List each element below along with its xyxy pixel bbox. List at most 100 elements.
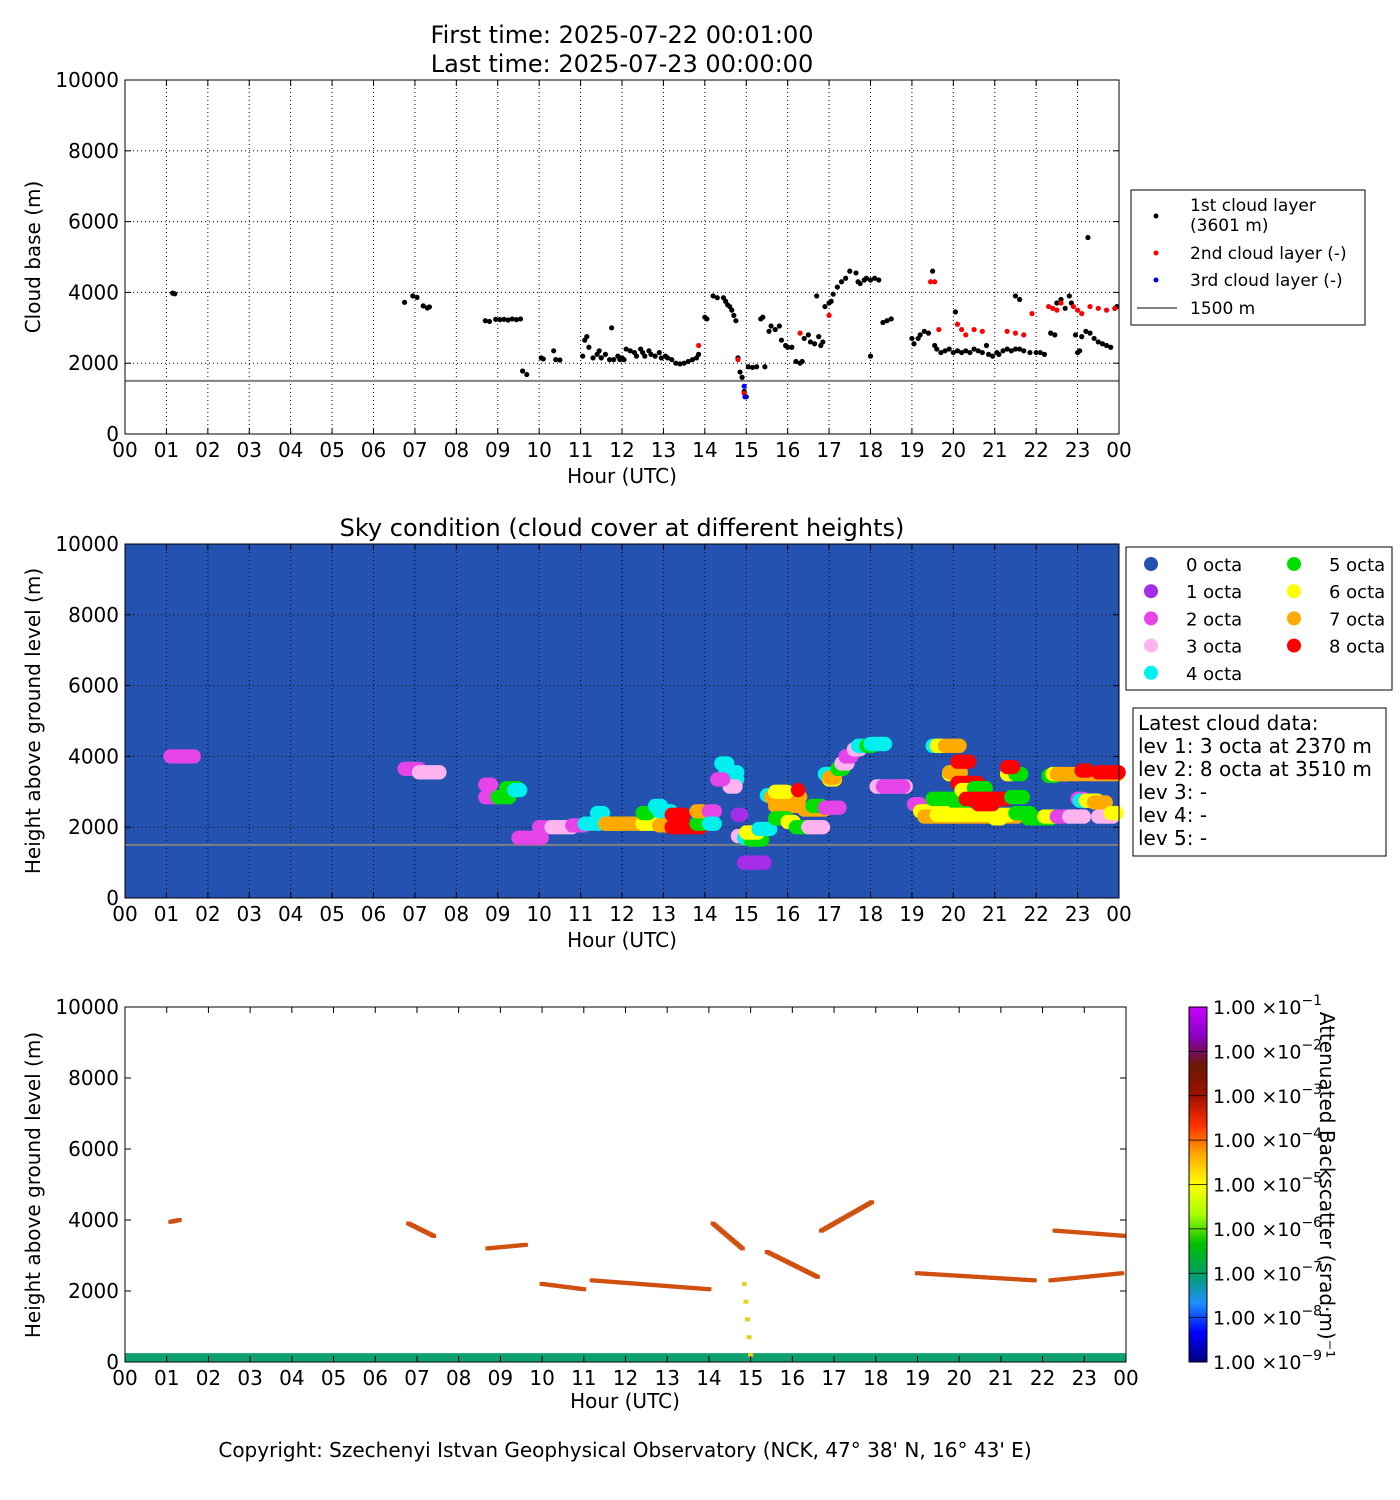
cloud-layer1-point bbox=[696, 351, 702, 357]
x-tick-label: 13 bbox=[651, 438, 676, 462]
cloud-layer1-point bbox=[979, 349, 985, 356]
y-tick-label: 4000 bbox=[68, 744, 119, 768]
x-tick-label: 11 bbox=[571, 1366, 596, 1390]
backscatter-band bbox=[917, 1007, 1126, 1096]
cloud-layer1-point bbox=[1037, 349, 1043, 356]
octa-8-marker bbox=[985, 796, 1000, 812]
cloud-layer1-point bbox=[664, 355, 671, 361]
cloud-layer1-point bbox=[652, 353, 658, 359]
cloud-base-x-label: Hour (UTC) bbox=[567, 464, 677, 488]
sky-condition-panel: Sky condition (cloud cover at different … bbox=[21, 514, 1393, 952]
cloud-layer2-point bbox=[1103, 307, 1110, 313]
cloud-layer1-point bbox=[789, 344, 795, 350]
legend-box bbox=[1130, 189, 1366, 326]
x-tick-label: 01 bbox=[154, 1366, 179, 1390]
cloud-layer1-point bbox=[816, 334, 822, 340]
x-tick-label: 22 bbox=[1030, 1366, 1055, 1390]
backscatter-band bbox=[708, 1095, 855, 1203]
octa-4-marker bbox=[877, 736, 893, 752]
cloud-layer1-point bbox=[760, 314, 766, 320]
cloud-layer1-point bbox=[1048, 330, 1054, 336]
y-tick-label: 2000 bbox=[68, 815, 119, 839]
x-tick-label: 07 bbox=[402, 902, 427, 926]
legend-layer3: 3rd cloud layer (-) bbox=[1190, 271, 1343, 291]
cloud-signal-cell bbox=[743, 1299, 749, 1304]
y-tick-label: 8000 bbox=[68, 139, 119, 163]
cloud-layer2-point bbox=[1050, 305, 1056, 311]
x-tick-label: 05 bbox=[321, 1366, 346, 1390]
cloud-layer1-point bbox=[729, 307, 735, 313]
cloud-layer1-point bbox=[828, 298, 834, 304]
x-tick-label: 23 bbox=[1065, 438, 1090, 462]
colorbar-tick-label: 1.00 ×10−5 bbox=[1213, 1171, 1322, 1197]
cloud-layer1-point bbox=[934, 346, 940, 352]
x-tick-label: 23 bbox=[1065, 902, 1090, 926]
cloud-signal-cell bbox=[746, 1335, 752, 1340]
cloud-layer1-point bbox=[551, 348, 557, 354]
octa-2-marker bbox=[715, 772, 731, 787]
backscatter-band bbox=[396, 1095, 480, 1203]
backscatter-y-ticks: 0 2000 4000 6000 8000 10000 bbox=[55, 995, 1126, 1374]
cloud-layer2-point bbox=[971, 326, 977, 333]
cloud-layer1-point bbox=[505, 317, 511, 323]
y-tick-label: 2000 bbox=[68, 351, 119, 375]
cloud-layer1-point bbox=[590, 355, 596, 361]
cloud-layer1-point bbox=[938, 349, 944, 356]
x-tick-label: 01 bbox=[154, 902, 179, 926]
cloud-layer1-point bbox=[967, 349, 973, 356]
y-tick-label: 8000 bbox=[68, 603, 119, 627]
cloud-layer1-point bbox=[766, 328, 772, 334]
x-tick-label: 15 bbox=[734, 438, 759, 462]
colorbar-tick-label: 1.00 ×10−2 bbox=[1213, 1037, 1322, 1063]
cloud-layer1-point bbox=[737, 369, 743, 375]
cloud-layer1-point bbox=[658, 355, 664, 361]
octa-2-marker bbox=[832, 800, 847, 815]
backscatter-band bbox=[396, 1291, 480, 1341]
cloud-layer1-point bbox=[540, 356, 546, 362]
colorbar-tick-label: 1.00 ×10−4 bbox=[1213, 1126, 1322, 1152]
cloud-layer1-point bbox=[805, 332, 811, 338]
cloud-layer1-point bbox=[1103, 342, 1110, 349]
cloud-base-y-ticks: 0 2000 4000 6000 8000 10000 bbox=[55, 68, 1119, 446]
sky-condition-title: Sky condition (cloud cover at different … bbox=[340, 514, 905, 542]
cloud-layer1-point bbox=[648, 351, 654, 357]
cloud-layer1-point bbox=[681, 360, 687, 366]
cloud-layer1-point bbox=[401, 299, 408, 305]
cloud-signal-cell bbox=[748, 1352, 754, 1357]
x-tick-label: 12 bbox=[609, 438, 634, 462]
legend-marker-layer3 bbox=[1153, 277, 1159, 283]
x-tick-label: 16 bbox=[775, 438, 800, 462]
colorbar-tick-label: 1.00 ×10−9 bbox=[1213, 1348, 1322, 1374]
backscatter-heatmap bbox=[125, 1007, 1126, 1362]
x-tick-label: 18 bbox=[858, 438, 883, 462]
cloud-layer2-point bbox=[963, 332, 969, 338]
colorbar-tick-label: 1.00 ×10−6 bbox=[1213, 1215, 1322, 1241]
cloud-layer2-point bbox=[1045, 303, 1052, 310]
x-tick-label: 23 bbox=[1072, 1366, 1097, 1390]
octa-legend-label: 1 octa bbox=[1186, 582, 1242, 603]
cloud-signal-cell bbox=[739, 1246, 745, 1251]
backscatter-band bbox=[125, 1291, 230, 1341]
cloud-layer1-point bbox=[172, 291, 178, 297]
y-tick-label: 8000 bbox=[68, 1066, 119, 1090]
backscatter-band bbox=[854, 1095, 918, 1203]
x-tick-label: 09 bbox=[488, 1366, 513, 1390]
x-tick-label: 14 bbox=[692, 438, 717, 462]
x-tick-label: 04 bbox=[279, 1366, 304, 1390]
x-tick-label: 18 bbox=[863, 1366, 888, 1390]
cloud-layer2-point bbox=[1012, 330, 1019, 336]
cloud-signal-cell bbox=[431, 1233, 437, 1238]
cloud-layer2-point bbox=[1112, 305, 1118, 311]
octa-legend-marker bbox=[1287, 557, 1301, 571]
y-tick-label: 6000 bbox=[68, 674, 119, 698]
copyright-footer: Copyright: Szechenyi Istvan Geophysical … bbox=[218, 1438, 1031, 1462]
cloud-layer1-point bbox=[642, 353, 648, 359]
cloud-layer2-point bbox=[1070, 303, 1077, 310]
cloud-layer1-point bbox=[772, 326, 778, 333]
cloud-layer1-point bbox=[884, 318, 890, 324]
backscatter-band bbox=[479, 1291, 709, 1341]
x-tick-label: 18 bbox=[858, 902, 883, 926]
cloud-layer2-point bbox=[797, 330, 803, 336]
cloud-layer1-point bbox=[745, 364, 751, 370]
octa-legend-label: 4 octa bbox=[1186, 664, 1242, 685]
